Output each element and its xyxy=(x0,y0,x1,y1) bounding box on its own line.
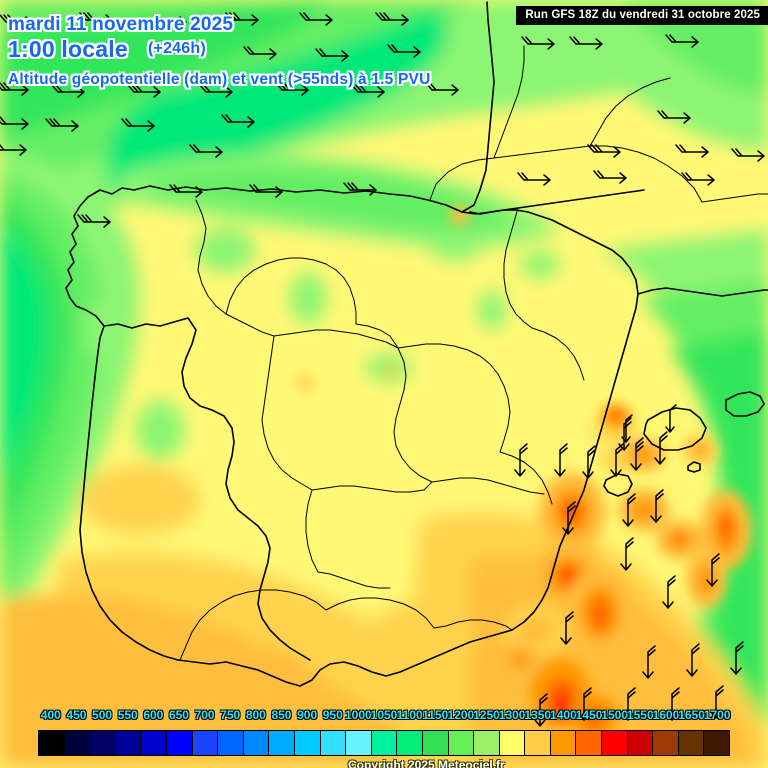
legend-tick-label: 1350 xyxy=(524,708,552,722)
legend-tick-label: 1700 xyxy=(703,708,731,722)
legend-tick-label: 850 xyxy=(271,708,292,722)
legend-tick-label: 1500 xyxy=(601,708,629,722)
legend-tick-label: 950 xyxy=(322,708,343,722)
legend-tick-label: 500 xyxy=(92,708,113,722)
legend-swatch xyxy=(550,731,577,755)
legend-swatch xyxy=(269,731,295,755)
legend-tick-label: 1650 xyxy=(678,708,705,722)
legend-tick-label: 1300 xyxy=(498,708,526,722)
color-scale-legend: 400 450 500 550 600 650 700 750 800 850 900 950 1000… xyxy=(0,708,768,768)
legend-tick-label: 750 xyxy=(220,708,241,722)
legend-tick-label: 700 xyxy=(194,708,215,722)
legend-swatch xyxy=(525,731,551,755)
legend-tick-labels: 400 450 500 550 600 650 700 750 800 850 900 950 1000… xyxy=(0,708,768,728)
copyright-label: Copyright 2025 Meteociel.fr xyxy=(348,758,505,768)
legend-tick-label: 1200 xyxy=(447,708,475,722)
legend-swatch xyxy=(448,731,475,755)
legend-tick-label: 900 xyxy=(297,708,318,722)
legend-swatch xyxy=(243,731,270,755)
legend-tick-label: 550 xyxy=(117,708,138,722)
forecast-lead-time-label: (+246h) xyxy=(148,40,206,57)
legend-swatch xyxy=(474,731,500,755)
legend-swatch xyxy=(371,731,398,755)
legend-tick-label: 450 xyxy=(66,708,87,722)
legend-tick-label: 1050 xyxy=(370,708,398,722)
legend-swatch xyxy=(64,731,91,755)
legend-swatch xyxy=(422,731,449,755)
forecast-date-label: mardi 11 novembre 2025 xyxy=(8,14,234,35)
legend-tick-label: 1400 xyxy=(550,708,577,722)
legend-tick-label: 1450 xyxy=(575,708,603,722)
legend-swatch xyxy=(39,731,65,755)
legend-swatch xyxy=(499,731,526,755)
legend-tick-label: 650 xyxy=(168,708,189,722)
legend-swatch xyxy=(166,731,193,755)
legend-tick-label: 1600 xyxy=(652,708,680,722)
legend-swatch xyxy=(678,731,705,755)
legend-swatch xyxy=(294,731,321,755)
legend-tick-label: 1150 xyxy=(422,708,449,722)
legend-swatch xyxy=(90,731,116,755)
forecast-parameter-label: Altitude géopotentielle (dam) et vent (>… xyxy=(8,71,431,88)
legend-swatch xyxy=(320,731,347,755)
legend-swatch xyxy=(115,731,142,755)
legend-tick-label: 1100 xyxy=(396,708,423,722)
legend-swatch xyxy=(397,731,423,755)
legend-swatch xyxy=(576,731,603,755)
legend-swatch xyxy=(704,731,730,755)
legend-swatch xyxy=(141,731,167,755)
legend-swatch xyxy=(346,731,372,755)
legend-swatch xyxy=(602,731,628,755)
legend-tick-label: 1000 xyxy=(345,708,372,722)
legend-swatch xyxy=(653,731,679,755)
legend-tick-label: 600 xyxy=(143,708,164,722)
legend-tick-label: 1250 xyxy=(473,708,500,722)
legend-swatch xyxy=(192,731,219,755)
model-run-banner: Run GFS 18Z du vendredi 31 octobre 2025 xyxy=(516,6,768,25)
legend-tick-label: 400 xyxy=(40,708,61,722)
wind-barbs xyxy=(0,12,765,727)
legend-swatch xyxy=(627,731,654,755)
legend-tick-label: 800 xyxy=(245,708,266,722)
legend-tick-label: 1550 xyxy=(626,708,654,722)
legend-swatch xyxy=(218,731,244,755)
forecast-time-label: 1:00 locale xyxy=(8,36,128,62)
legend-color-bar xyxy=(38,730,730,756)
